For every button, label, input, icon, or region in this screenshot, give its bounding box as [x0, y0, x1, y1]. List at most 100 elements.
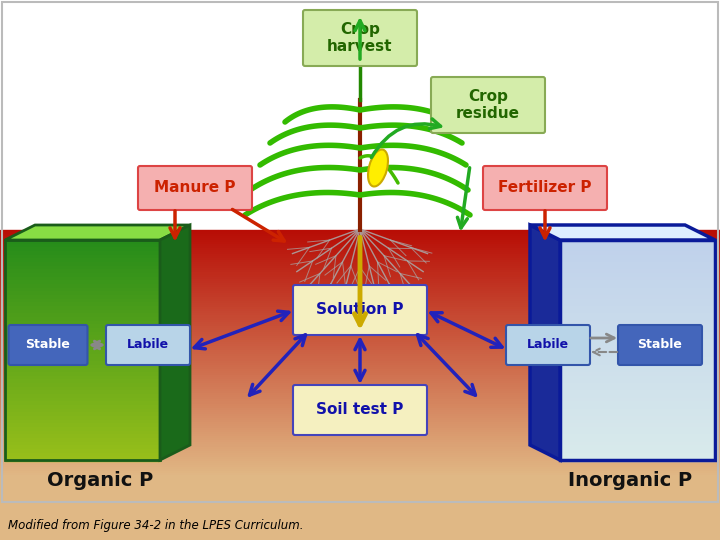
Bar — [560, 309, 715, 314]
Bar — [0, 379, 720, 382]
Bar — [0, 402, 720, 404]
Bar — [0, 475, 720, 540]
Bar — [0, 369, 720, 372]
Bar — [560, 258, 715, 263]
Bar — [5, 438, 160, 443]
Bar — [560, 361, 715, 366]
Bar — [0, 285, 720, 288]
Bar — [0, 330, 720, 333]
Bar — [5, 350, 160, 355]
Bar — [0, 418, 720, 421]
FancyBboxPatch shape — [9, 325, 88, 365]
Bar — [5, 240, 160, 245]
Bar — [0, 400, 720, 402]
Bar — [0, 313, 720, 316]
Bar — [0, 301, 720, 304]
Bar — [0, 381, 720, 384]
Bar — [0, 340, 720, 343]
Bar — [5, 409, 160, 413]
Bar — [5, 262, 160, 267]
Bar — [560, 413, 715, 417]
Bar — [0, 353, 720, 355]
Bar — [0, 293, 720, 296]
Text: Soil test P: Soil test P — [316, 402, 404, 417]
Bar — [0, 258, 720, 261]
Bar — [560, 313, 715, 318]
Bar — [0, 240, 720, 243]
Bar — [5, 255, 160, 259]
Bar — [0, 315, 720, 319]
Bar — [0, 297, 720, 300]
Bar — [560, 449, 715, 454]
Bar — [0, 344, 720, 347]
FancyBboxPatch shape — [138, 166, 252, 210]
Bar — [0, 373, 720, 376]
Bar — [5, 288, 160, 292]
Bar — [0, 235, 720, 239]
Bar — [5, 442, 160, 447]
Bar — [5, 354, 160, 359]
Text: Crop
residue: Crop residue — [456, 89, 520, 121]
FancyBboxPatch shape — [303, 10, 417, 66]
Bar — [5, 346, 160, 351]
Bar — [0, 393, 720, 396]
Bar — [5, 273, 160, 278]
Bar — [0, 271, 720, 273]
Bar — [0, 238, 720, 241]
Bar — [0, 392, 720, 394]
Bar — [560, 255, 715, 259]
Bar — [0, 449, 720, 451]
Bar — [5, 332, 160, 336]
Bar — [5, 302, 160, 307]
Bar — [5, 343, 160, 347]
Bar — [0, 420, 720, 423]
Bar — [560, 335, 715, 340]
Bar — [0, 346, 720, 349]
Bar — [0, 342, 720, 345]
Bar — [560, 292, 715, 296]
Bar — [5, 401, 160, 406]
Bar — [560, 427, 715, 431]
Bar — [0, 383, 720, 386]
Bar — [5, 453, 160, 457]
Bar — [0, 442, 720, 446]
Bar — [0, 432, 720, 435]
Bar — [0, 438, 720, 441]
Polygon shape — [5, 225, 190, 240]
Bar — [5, 251, 160, 255]
Bar — [0, 354, 720, 357]
Bar — [0, 322, 720, 325]
Bar — [0, 230, 720, 233]
Bar — [560, 328, 715, 333]
Bar — [560, 247, 715, 252]
Bar — [560, 368, 715, 373]
Bar — [5, 423, 160, 428]
Bar — [5, 390, 160, 395]
FancyBboxPatch shape — [483, 166, 607, 210]
Bar — [560, 442, 715, 447]
Bar — [5, 335, 160, 340]
Bar — [5, 379, 160, 384]
Bar — [0, 453, 720, 456]
Bar — [0, 262, 720, 265]
Bar — [560, 240, 715, 245]
Bar — [5, 280, 160, 285]
Bar — [0, 256, 720, 259]
Bar — [560, 269, 715, 274]
Bar — [5, 247, 160, 252]
Bar — [0, 281, 720, 284]
Bar — [0, 375, 720, 378]
Bar — [0, 467, 720, 470]
Bar — [560, 453, 715, 457]
Bar — [0, 430, 720, 433]
Bar — [5, 313, 160, 318]
Text: Labile: Labile — [127, 339, 169, 352]
Bar — [560, 423, 715, 428]
Bar — [0, 387, 720, 390]
Bar — [0, 348, 720, 352]
Bar — [560, 284, 715, 289]
Bar — [5, 284, 160, 289]
Bar — [0, 395, 720, 399]
Bar — [5, 427, 160, 431]
Bar — [0, 457, 720, 460]
